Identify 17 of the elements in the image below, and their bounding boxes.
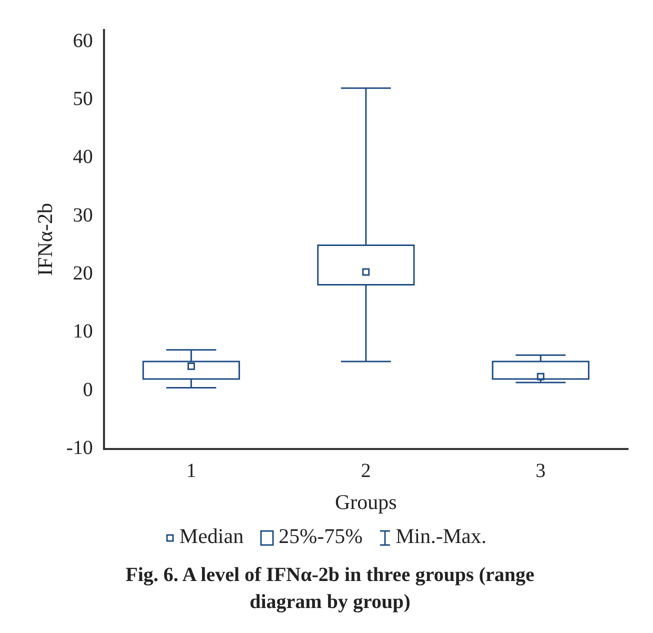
text: 25%-75% — [278, 524, 363, 548]
y-tick-label: 40 — [72, 146, 93, 168]
y-axis-title: IFNα-2b — [33, 202, 58, 276]
y-tick-label: 30 — [72, 204, 93, 226]
text: Min.-Max. — [394, 524, 487, 548]
y-tick-label: 10 — [72, 320, 93, 343]
text: Fig. 6. A level of IFNα-2b in three groups (range diagram by group) — [124, 563, 536, 615]
y-tick-label: 60 — [72, 30, 93, 52]
x-tick-label: 3 — [536, 460, 546, 482]
x-tick-label: 1 — [186, 460, 196, 482]
y-tick-label: -10 — [66, 437, 93, 460]
x-axis-title: Groups — [335, 490, 397, 514]
y-tick-label: 0 — [82, 378, 93, 401]
y-tick-label: 50 — [72, 88, 93, 110]
y-tick-label: 20 — [72, 262, 93, 285]
text: Median — [178, 524, 244, 548]
x-tick-label: 2 — [360, 460, 371, 482]
